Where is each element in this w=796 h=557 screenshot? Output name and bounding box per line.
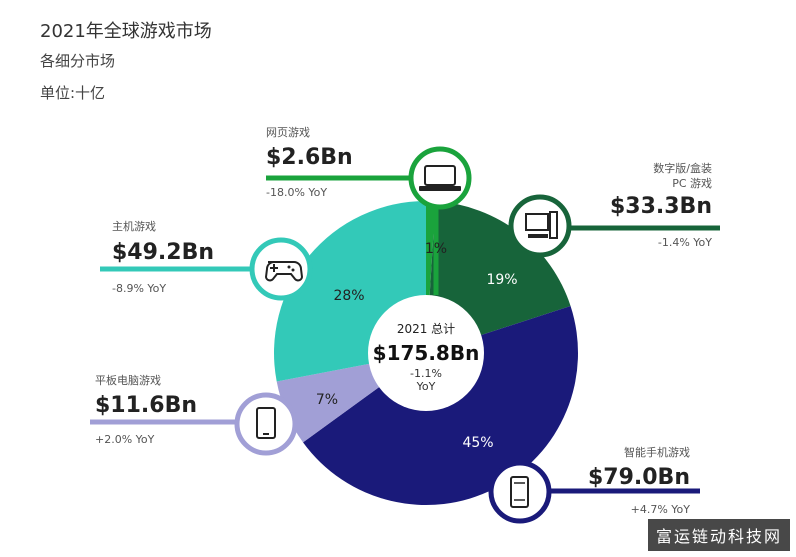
total-year-label: 2021 总计 (397, 322, 455, 336)
total-yoy: -1.1% (410, 367, 442, 380)
segment-name-pc: 数字版/盒装 (653, 161, 712, 175)
segment-value-pc: $33.3Bn (610, 194, 712, 219)
segment-name-console: 主机游戏 (112, 219, 156, 233)
gamepad-icon (249, 237, 313, 301)
smartphone-icon (488, 460, 552, 524)
share-label-mobile: 45% (462, 435, 493, 451)
unit-label: 单位:十亿 (40, 84, 106, 102)
segment-value-console: $49.2Bn (112, 240, 214, 265)
watermark: 富运链动科技网 (647, 519, 790, 551)
segment-name-web: 网页游戏 (266, 126, 310, 139)
share-label-web: 1% (425, 241, 447, 257)
segment-name-mobile: 智能手机游戏 (624, 445, 690, 459)
segment-yoy-pc: -1.4% YoY (658, 236, 712, 249)
laptop-icon (408, 146, 472, 210)
segment-value-web: $2.6Bn (266, 145, 353, 170)
segment-yoy-web: -18.0% YoY (266, 186, 327, 199)
total-yoy-label: YoY (416, 380, 436, 393)
chart-subtitle: 各细分市场 (40, 52, 116, 70)
share-label-tablet: 7% (316, 392, 338, 408)
segment-value-tablet: $11.6Bn (95, 393, 197, 418)
segment-value-mobile: $79.0Bn (588, 465, 690, 490)
total-value: $175.8Bn (373, 341, 480, 365)
tablet-icon (234, 392, 298, 456)
segment-yoy-console: -8.9% YoY (112, 282, 166, 295)
desktop-pc-icon (508, 194, 572, 258)
chart-title: 2021年全球游戏市场 (40, 21, 212, 42)
share-label-console: 28% (333, 288, 364, 304)
donut-center (368, 295, 484, 411)
share-label-pc: 19% (486, 272, 517, 288)
segment-name-tablet: 平板电脑游戏 (95, 373, 161, 387)
segment-yoy-mobile: +4.7% YoY (631, 503, 691, 516)
segment-name-pc-line2: PC 游戏 (672, 177, 712, 190)
segment-yoy-tablet: +2.0% YoY (95, 433, 155, 446)
